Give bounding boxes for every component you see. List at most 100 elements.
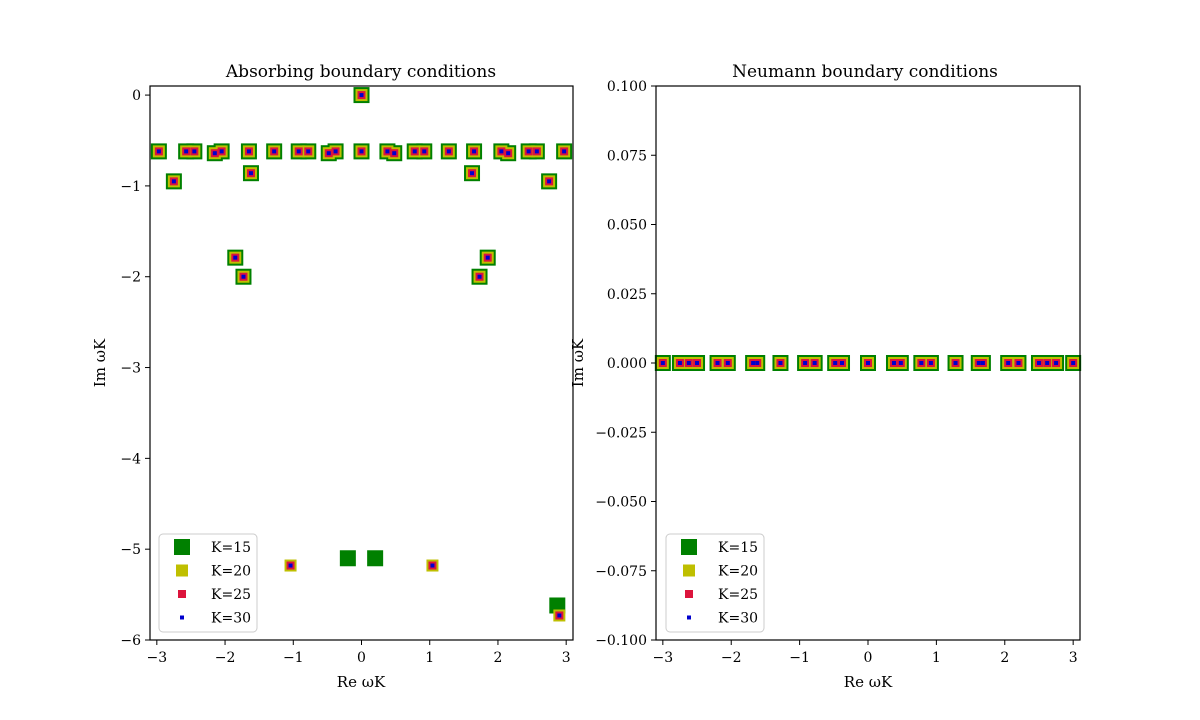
legend-marker	[180, 615, 184, 620]
neumann-ylabel: Im ωK	[569, 338, 587, 387]
point-k30-30	[547, 179, 552, 184]
point-k30-11	[296, 149, 301, 154]
legend-marker	[174, 539, 190, 555]
point-k30-0	[156, 149, 161, 154]
point-k30-34	[557, 613, 562, 618]
legend-marker	[176, 564, 188, 577]
point-k30-16	[919, 361, 924, 365]
point-k30-18	[392, 151, 397, 156]
y-tick-label: 0	[132, 88, 141, 104]
point-k30-24	[477, 274, 482, 279]
x-tick-label: 0	[864, 650, 873, 666]
point-k30-1	[677, 361, 682, 365]
x-tick-label: −2	[721, 650, 742, 666]
point-k30-9	[803, 361, 808, 365]
y-tick-label: −0.100	[595, 633, 647, 649]
y-tick-label: 0.000	[607, 356, 647, 372]
point-k30-12	[840, 361, 845, 365]
point-k30-20	[980, 361, 985, 365]
point-k30-26	[499, 149, 504, 154]
point-k30-31	[562, 149, 567, 154]
point-k30-7	[755, 361, 760, 365]
legend-label: K=15	[211, 540, 251, 556]
point-k30-23	[1036, 361, 1041, 365]
x-tick-label: 3	[1069, 650, 1078, 666]
legend-marker	[681, 539, 697, 555]
y-tick-label: 0.050	[607, 218, 647, 234]
x-tick-label: −2	[215, 650, 236, 666]
y-tick-label: 0.100	[607, 79, 647, 95]
x-tick-label: 0	[357, 650, 366, 666]
point-k30-5	[219, 149, 224, 154]
legend-label: K=20	[718, 564, 758, 580]
y-tick-label: −1	[120, 179, 141, 195]
absorbing-panel: Absorbing boundary conditions −3 −2 −1 0 1 2 3…	[91, 62, 574, 691]
absorbing-ylabel: Im ωK	[91, 338, 109, 387]
point-k30-21	[446, 149, 451, 154]
point-k30-15	[359, 93, 364, 98]
point-k30-14	[333, 149, 338, 154]
point-k30-15	[898, 361, 903, 365]
absorbing-xlabel: Re ωK	[337, 673, 386, 691]
neumann-legend: K=15 K=20 K=25 K=30	[665, 533, 765, 633]
y-tick-label: 0.025	[607, 287, 647, 303]
point-k30-0	[660, 361, 665, 365]
x-tick-label: −3	[147, 650, 168, 666]
point-k30-10	[272, 149, 277, 154]
point-k30-2	[184, 149, 189, 154]
point-k30-7	[241, 274, 246, 279]
y-tick-label: −0.025	[595, 425, 647, 441]
x-tick-label: 3	[562, 650, 571, 666]
point-k30-8	[778, 361, 783, 365]
point-k30-3	[192, 149, 197, 154]
legend-label: K=30	[211, 611, 251, 627]
y-tick-label: −4	[120, 451, 141, 467]
point-k30-26	[1071, 361, 1076, 365]
point-k30-32	[288, 563, 293, 568]
legend-box	[158, 533, 258, 633]
point-k30-24	[1045, 361, 1050, 365]
x-tick-label: −1	[789, 650, 810, 666]
point-k30-13	[866, 361, 870, 365]
point-k30-18	[953, 361, 958, 365]
point-k30-27	[506, 151, 511, 156]
point-k15-32	[339, 550, 356, 567]
absorbing-marks	[150, 87, 573, 622]
legend-box	[665, 533, 765, 633]
neumann-plot-frame	[655, 85, 1081, 641]
neumann-ticks: −3 −2 −1 0 1 2 3 0.100 0.075 0.050 0.025 0.000 −0.02…	[595, 79, 1077, 666]
y-tick-label: −6	[120, 633, 141, 649]
y-tick-label: −5	[120, 542, 141, 558]
absorbing-legend: K=15 K=20 K=25 K=30	[158, 533, 258, 633]
point-k30-17	[385, 149, 390, 154]
point-k30-19	[412, 149, 417, 154]
neumann-marks	[654, 355, 1082, 371]
neumann-title: Neumann boundary conditions	[732, 62, 998, 82]
y-tick-label: −2	[120, 270, 141, 286]
neumann-xlabel: Re ωK	[844, 673, 893, 691]
y-tick-label: 0.075	[607, 148, 647, 164]
x-tick-label: −1	[283, 650, 304, 666]
point-k30-14	[891, 361, 896, 365]
legend-label: K=30	[718, 611, 758, 627]
point-k30-4	[212, 151, 217, 156]
point-k30-20	[422, 149, 427, 154]
y-tick-label: −0.075	[595, 564, 647, 580]
legend-marker	[178, 590, 186, 598]
point-k30-13	[326, 151, 331, 156]
point-k30-28	[526, 149, 531, 154]
point-k30-19	[976, 361, 981, 365]
point-k30-33	[430, 563, 435, 568]
x-tick-label: 2	[1000, 650, 1009, 666]
point-k30-25	[485, 255, 490, 260]
point-k30-9	[248, 171, 253, 176]
y-tick-label: −3	[120, 361, 141, 377]
point-k30-10	[812, 361, 817, 365]
point-k30-22	[470, 171, 475, 176]
point-k30-1	[171, 179, 176, 184]
absorbing-plot-frame	[149, 85, 574, 641]
legend-marker	[683, 564, 695, 577]
legend-label: K=15	[718, 540, 758, 556]
point-k30-5	[725, 361, 730, 365]
